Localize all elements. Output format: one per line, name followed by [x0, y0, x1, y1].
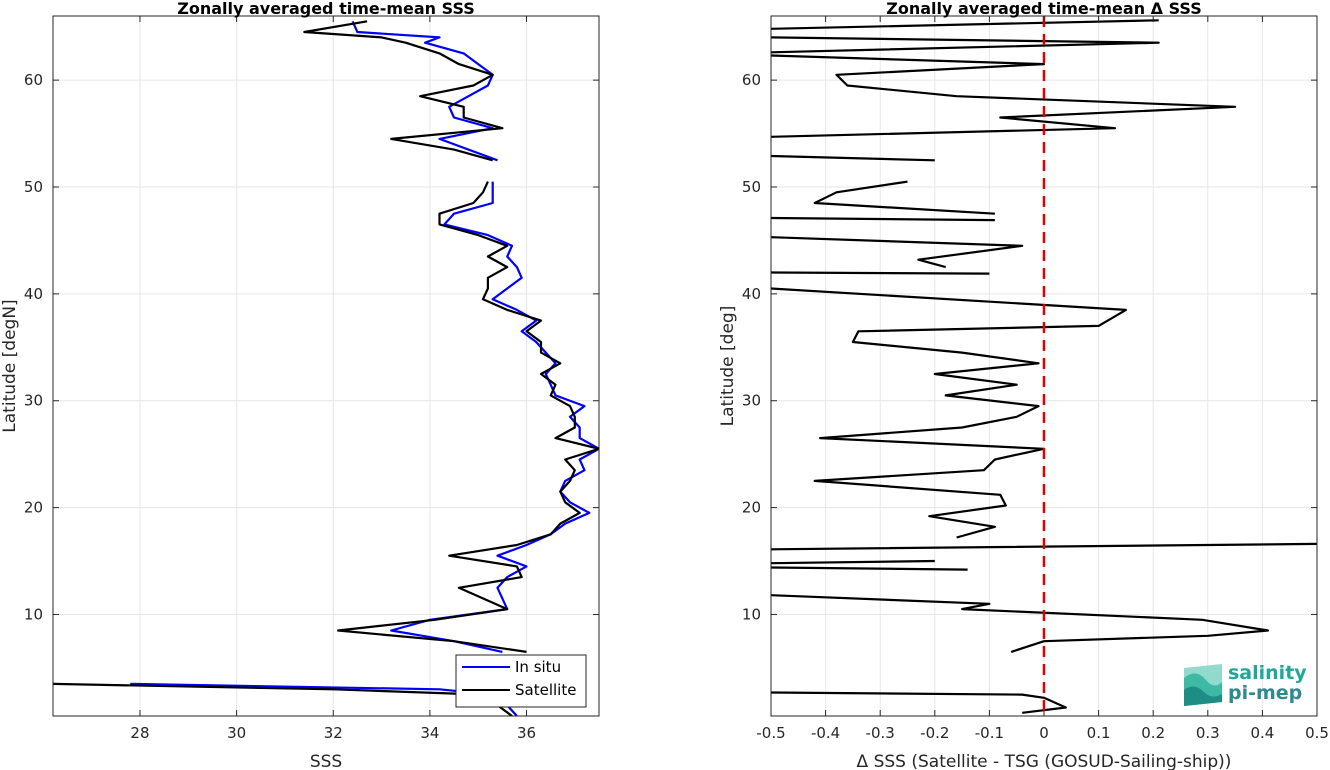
right-x-tick-label: 0.4 — [1250, 724, 1274, 742]
right-x-tick-label: -0.3 — [866, 724, 895, 742]
right-chart-title: Zonally averaged time-mean Δ SSS — [886, 0, 1202, 18]
left-y-tick-label: 40 — [24, 285, 43, 303]
left-gridlines — [53, 16, 599, 716]
right-y-tick-label: 30 — [742, 392, 761, 410]
left-x-tick-label: 36 — [517, 724, 536, 742]
left-x-tick-label: 28 — [130, 724, 149, 742]
left-series-lines — [53, 20, 599, 716]
left-axes-box — [52, 15, 600, 717]
left-x-tick-label: 32 — [324, 724, 343, 742]
left-y-tick-label: 50 — [24, 178, 43, 196]
logo-text-salinity: salinity — [1228, 662, 1307, 684]
right-x-tick-label: -0.1 — [975, 724, 1004, 742]
legend-label-satellite: Satellite — [515, 681, 576, 699]
left-y-axis-label: Latitude [degN] — [0, 299, 20, 432]
right-y-tick-label: 10 — [742, 605, 761, 623]
logo-text-pi-mep: pi-mep — [1228, 682, 1302, 704]
right-y-tick-label: 20 — [742, 499, 761, 517]
right-y-axis-label: Latitude [deg] — [718, 306, 738, 427]
right-x-tick-label: 0.1 — [1087, 724, 1111, 742]
right-x-tick-label: -0.5 — [756, 724, 785, 742]
legend-box — [455, 654, 587, 708]
left-y-tick-label: 30 — [24, 392, 43, 410]
left-y-tick-label: 60 — [24, 71, 43, 89]
right-x-tick-label: 0.5 — [1305, 724, 1329, 742]
left-chart-title: Zonally averaged time-mean SSS — [177, 0, 475, 18]
right-y-tick-label: 40 — [742, 285, 761, 303]
left-ticks: 28 30 32 34 36 10 20 30 40 50 60 — [24, 16, 599, 742]
left-x-axis-label: SSS — [310, 752, 342, 770]
left-plot-area — [53, 16, 599, 716]
legend: In situ Satellite — [455, 654, 587, 708]
left-x-tick-label: 30 — [227, 724, 246, 742]
right-x-tick-label: 0.3 — [1196, 724, 1220, 742]
right-x-axis-label: Δ SSS (Satellite - TSG (GOSUD-Sailing-sh… — [857, 752, 1232, 770]
right-x-tick-label: 0.2 — [1141, 724, 1165, 742]
legend-label-in-situ: In situ — [515, 658, 561, 676]
wave-logo-icon — [1184, 664, 1222, 706]
right-x-tick-label: 0 — [1039, 724, 1049, 742]
right-x-tick-label: -0.2 — [920, 724, 949, 742]
left-x-tick-label: 34 — [420, 724, 439, 742]
right-chart: -0.5 -0.4 -0.3 -0.2 -0.1 0 0.1 0.2 0.3 0.4 0.5 10 20… — [718, 0, 1329, 770]
salinity-pi-mep-logo: salinity pi-mep — [1184, 662, 1307, 706]
left-y-tick-label: 10 — [24, 605, 43, 623]
left-y-tick-label: 20 — [24, 499, 43, 517]
right-x-tick-label: -0.4 — [811, 724, 840, 742]
right-y-tick-label: 60 — [742, 71, 761, 89]
right-ticks: -0.5 -0.4 -0.3 -0.2 -0.1 0 0.1 0.2 0.3 0.4 0.5 10 20… — [742, 16, 1329, 742]
right-y-tick-label: 50 — [742, 178, 761, 196]
left-chart: 28 30 32 34 36 10 20 30 40 50 60 Zonally averaged … — [0, 0, 600, 770]
